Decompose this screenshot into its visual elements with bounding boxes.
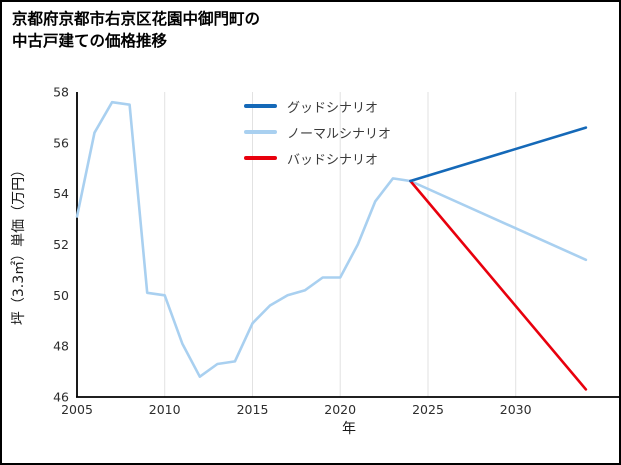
y-tick-label: 50 bbox=[53, 288, 69, 303]
y-tick-label: 46 bbox=[53, 390, 69, 405]
y-tick-label: 58 bbox=[53, 85, 69, 100]
page-title: 京都府京都市右京区花園中御門町の 中古戸建ての価格推移 bbox=[12, 8, 260, 53]
legend-label-bad: バッドシナリオ bbox=[287, 152, 379, 168]
x-tick-label: 2020 bbox=[324, 402, 356, 417]
legend-item-bad: バッドシナリオ bbox=[244, 149, 391, 168]
x-tick-label: 2015 bbox=[237, 402, 269, 417]
legend-label-normal: ノーマルシナリオ bbox=[287, 126, 392, 142]
legend: グッドシナリオ ノーマルシナリオ バッドシナリオ bbox=[244, 97, 391, 175]
y-tick-label: 48 bbox=[53, 339, 69, 354]
legend-label-good: グッドシナリオ bbox=[287, 100, 379, 116]
legend-item-good: グッドシナリオ bbox=[244, 97, 391, 116]
x-tick-label: 2030 bbox=[500, 402, 532, 417]
y-tick-label: 56 bbox=[53, 135, 69, 150]
x-axis-title: 年 bbox=[342, 421, 356, 437]
y-axis-title: 坪（3.3㎡）単価（万円） bbox=[11, 163, 27, 325]
page-title-line1: 京都府京都市右京区花園中御門町の bbox=[12, 10, 261, 28]
series-line-good bbox=[409, 126, 588, 183]
page-title-line2: 中古戸建ての価格推移 bbox=[12, 32, 168, 51]
x-tick-label: 2010 bbox=[149, 402, 181, 417]
legend-item-normal: ノーマルシナリオ bbox=[244, 123, 392, 142]
x-tick-label: 2025 bbox=[412, 402, 444, 417]
x-tick-label: 2005 bbox=[61, 402, 93, 417]
legend-swatch-bad bbox=[244, 156, 277, 160]
series-line-normal bbox=[75, 100, 588, 379]
y-tick-label: 52 bbox=[53, 237, 69, 252]
series-line-bad bbox=[409, 179, 588, 391]
y-tick-label: 54 bbox=[53, 186, 69, 201]
legend-swatch-good bbox=[244, 104, 277, 108]
legend-swatch-normal bbox=[244, 130, 277, 134]
